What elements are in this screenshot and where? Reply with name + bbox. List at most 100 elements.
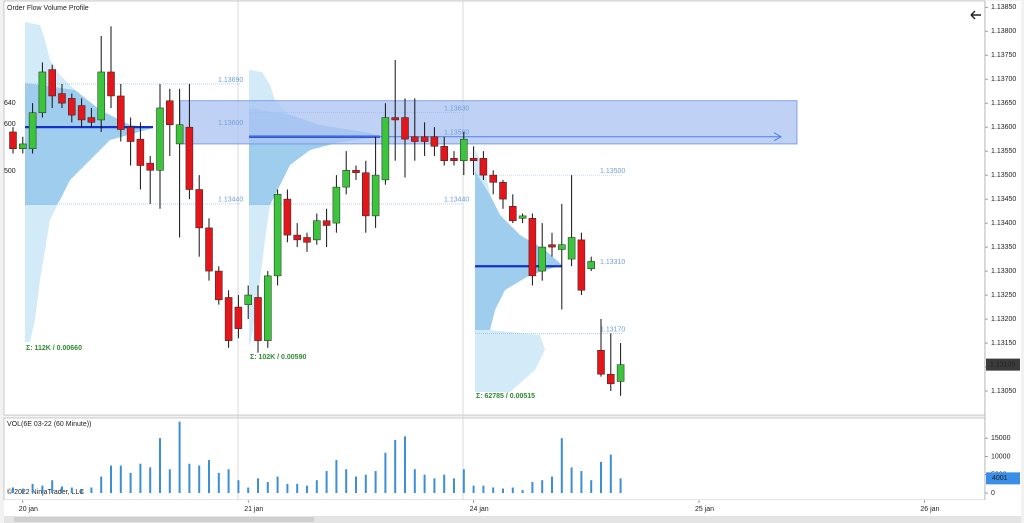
- volume-bar: [433, 478, 436, 493]
- y-tick-label: 1.13700: [991, 76, 1016, 83]
- volume-bar: [590, 480, 593, 493]
- y-tick-label: 1.13800: [991, 28, 1016, 35]
- candle-body: [469, 158, 478, 161]
- volume-bar: [541, 480, 544, 493]
- candle-body: [548, 244, 556, 248]
- candle-body: [440, 146, 448, 161]
- volume-bar: [266, 482, 269, 493]
- volume-bar: [276, 476, 279, 493]
- candle-body: [136, 138, 145, 166]
- level-label: 1.13440: [444, 197, 469, 204]
- profile-sum: Σ: 112K / 0.00660: [26, 345, 82, 352]
- scroll-thumb[interactable]: [14, 517, 314, 522]
- y-tick-label: 1.13600: [991, 124, 1016, 131]
- volume-bar: [560, 438, 563, 493]
- y-tick-label: 1.13650: [991, 100, 1016, 107]
- volume-bar: [90, 487, 93, 493]
- volume-bar: [580, 471, 583, 493]
- candle-body: [509, 206, 517, 221]
- profile-value-area: [25, 83, 153, 205]
- candle-body: [234, 306, 243, 329]
- volume-bar: [21, 488, 24, 493]
- candle-body: [430, 136, 439, 147]
- candle-body: [342, 170, 350, 188]
- y-tick-label: 0: [991, 490, 995, 497]
- level-label: 1.13630: [444, 106, 469, 113]
- volume-bar: [227, 469, 230, 493]
- candle-body: [352, 170, 360, 173]
- zone-arrow-head: [773, 132, 783, 142]
- candle-body: [411, 136, 419, 142]
- volume-bar: [423, 474, 426, 493]
- volume-bar: [374, 471, 377, 493]
- volume-bar: [119, 465, 122, 493]
- candle-body: [185, 126, 194, 190]
- candle-body: [283, 198, 292, 236]
- volume-bar: [12, 487, 14, 493]
- y-tick-label: 1.13850: [991, 4, 1016, 11]
- volume-bar: [521, 490, 524, 493]
- volume-bar: [208, 460, 210, 493]
- volume-bar: [404, 436, 406, 493]
- candle-body: [146, 162, 154, 171]
- scrollbar[interactable]: [4, 516, 1021, 523]
- y-tick-label: 1.13150: [991, 340, 1016, 347]
- volume-bar: [159, 438, 161, 493]
- candle-body: [273, 194, 282, 277]
- candle-body: [9, 131, 17, 149]
- volume-bar: [600, 461, 602, 493]
- volume-bar: [384, 452, 387, 493]
- candle-body: [77, 105, 86, 121]
- y-tick-label: 1.13750: [991, 52, 1016, 59]
- back-arrow[interactable]: [970, 10, 981, 20]
- y-tick-label: 15000: [991, 435, 1011, 442]
- edge-label: 500: [4, 168, 16, 175]
- candle-body: [489, 174, 497, 183]
- volume-bar: [247, 487, 250, 493]
- candle-body: [97, 71, 105, 121]
- volume-bar: [178, 421, 181, 493]
- volume-bar: [355, 476, 357, 493]
- volume-bar: [502, 488, 504, 493]
- volume-bar: [139, 463, 142, 493]
- y-tick-label: 1.13050: [991, 388, 1016, 395]
- candle-body: [460, 138, 468, 161]
- volume-bar: [492, 487, 495, 493]
- candle-body: [87, 117, 96, 123]
- volume-bar: [472, 485, 475, 493]
- volume-panel: [3, 417, 986, 501]
- candle-body: [450, 158, 458, 161]
- volume-bar: [306, 485, 308, 493]
- panel-title: VOL(6E 03-22 (60 Minute)): [7, 421, 91, 428]
- candle-body: [244, 294, 252, 305]
- x-tick-label: 24 jan: [470, 506, 489, 513]
- candle-body: [303, 237, 311, 243]
- x-tick-label: 25 jan: [695, 506, 714, 513]
- volume-bar: [61, 486, 63, 493]
- volume-bar: [217, 472, 220, 493]
- volume-bar: [551, 476, 553, 493]
- candle-body: [156, 107, 164, 171]
- volume-bar: [149, 467, 152, 493]
- candle-body: [19, 143, 27, 149]
- candle-body: [401, 117, 409, 140]
- time-axis: [4, 500, 1021, 516]
- volume-bar: [296, 483, 299, 493]
- volume-bar: [198, 465, 201, 493]
- candle-body: [195, 189, 203, 229]
- candle-body: [48, 69, 56, 97]
- volume-bar: [51, 480, 54, 493]
- level-label: 1.13500: [600, 168, 625, 175]
- level-label: 1.13310: [600, 259, 625, 266]
- profile-value-area: [475, 171, 562, 330]
- volume-bar: [286, 483, 289, 493]
- edge-label: 600: [4, 121, 16, 128]
- y-tick-label: 1.13400: [991, 220, 1016, 227]
- candle-body: [499, 182, 507, 200]
- y-tick-label: 10000: [991, 453, 1011, 460]
- candle-body: [254, 297, 262, 341]
- level-label: 1.13170: [600, 326, 625, 333]
- x-tick-label: 20 jan: [19, 506, 38, 513]
- price-axis: [985, 1, 1021, 500]
